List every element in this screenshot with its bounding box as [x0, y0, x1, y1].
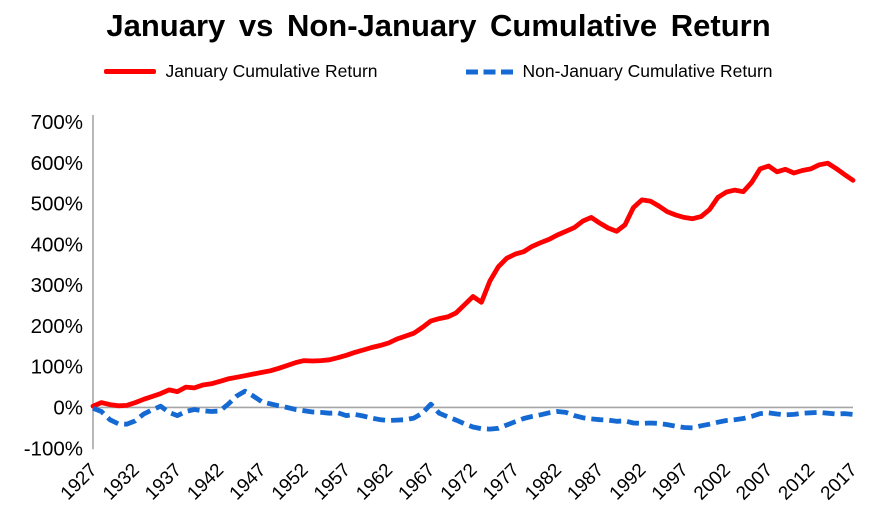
x-axis-label: 2017: [817, 460, 862, 505]
x-axis-label: 1977: [479, 460, 524, 505]
x-axis-label: 1982: [521, 460, 566, 505]
x-axis-label: 1997: [648, 460, 693, 505]
y-axis-label: 100%: [31, 356, 83, 379]
y-axis-label: 300%: [31, 274, 83, 297]
legend-label-january: January Cumulative Return: [165, 61, 378, 81]
x-axis-label: 1962: [352, 460, 397, 505]
y-axis-label: 700%: [31, 111, 83, 134]
legend-item-non-january: Non-January Cumulative Return: [465, 61, 773, 82]
x-axis-label: 1952: [268, 460, 313, 505]
x-axis-label: 1927: [57, 460, 102, 505]
x-axis-label: 1992: [606, 460, 651, 505]
non-january-line-sample: [465, 69, 514, 74]
y-axis-label: 400%: [31, 233, 83, 256]
x-axis-label: 1967: [395, 460, 440, 505]
x-axis-label: 1932: [99, 460, 144, 505]
january-series-line: [90, 160, 856, 409]
y-axis-label: -100%: [24, 437, 83, 460]
x-axis-label: 1937: [141, 460, 186, 505]
x-axis-label: 1972: [437, 460, 482, 505]
non-january-series-line: [92, 388, 854, 432]
legend-item-january: January Cumulative Return: [104, 61, 378, 82]
chart-title: January vs Non-January Cumulative Return: [106, 8, 771, 43]
y-axis-label: 500%: [31, 193, 83, 216]
x-axis-label: 1957: [310, 460, 355, 505]
x-axis-label: 2012: [775, 460, 820, 505]
y-axis-label: 0%: [53, 396, 83, 419]
x-axis-label: 1942: [183, 460, 228, 505]
y-axis-label: 200%: [31, 315, 83, 338]
x-axis-label: 1987: [563, 460, 608, 505]
january-line-sample: [104, 69, 157, 74]
legend-label-non-january: Non-January Cumulative Return: [522, 61, 773, 81]
chart-legend: January Cumulative Return Non-January Cu…: [0, 61, 877, 82]
x-axis-label: 2007: [732, 460, 777, 505]
y-axis-label: 600%: [31, 152, 83, 175]
x-axis-label: 2002: [690, 460, 735, 505]
x-axis-label: 1947: [226, 460, 271, 505]
